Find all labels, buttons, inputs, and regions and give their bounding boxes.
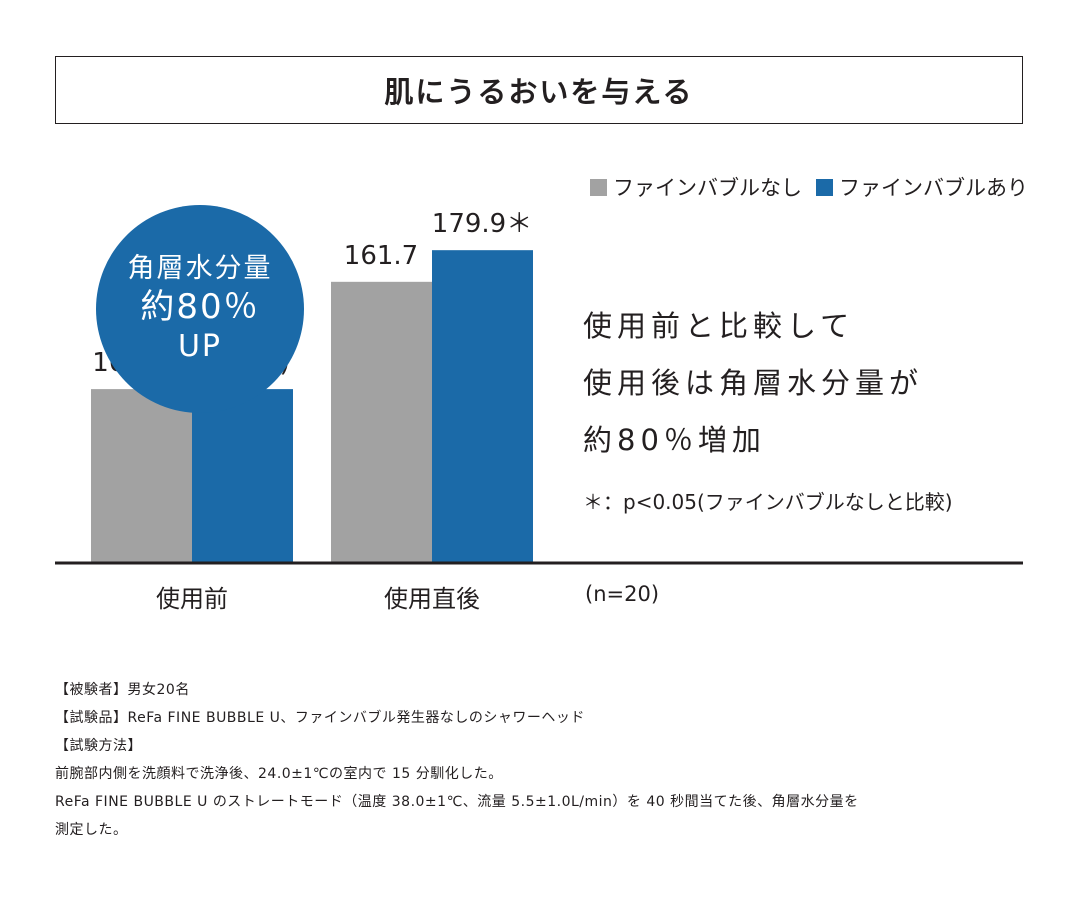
bar-1-0 <box>331 281 432 563</box>
note-line: ReFa FINE BUBBLE U のストレートモード（温度 38.0±1℃、… <box>55 794 859 810</box>
category-label: 使用直後 <box>384 585 480 613</box>
data-label: 179.9＊ <box>432 209 532 239</box>
summary-line: 使用前と比較して <box>583 309 855 343</box>
summary-line: 使用後は角層水分量が <box>583 366 924 400</box>
result-badge: 角層水分量 約80％ UP <box>96 205 304 413</box>
legend-item-with: ファインバブルあり <box>816 172 1028 202</box>
chart-title: 肌にうるおいを与える <box>55 56 1023 124</box>
legend-label-with: ファインバブルあり <box>839 176 1028 200</box>
bar-1-1 <box>432 250 533 563</box>
data-label: 161.7 <box>344 241 418 271</box>
badge-line2: 約80％ <box>140 286 260 327</box>
note-line: 測定した。 <box>55 822 128 838</box>
significance-note: ＊：p<0.05(ファインバブルなしと比較) <box>583 490 953 514</box>
legend-item-without: ファインバブルなし <box>590 172 802 202</box>
sample-size: (n=20) <box>585 582 660 606</box>
note-line: 【試験品】ReFa FINE BUBBLE U、ファインバブル発生器なしのシャワ… <box>55 710 585 726</box>
test-notes: 【被験者】男女20名 【試験品】ReFa FINE BUBBLE U、ファインバ… <box>55 676 859 844</box>
legend-swatch-blue <box>816 178 833 196</box>
bar-0-0 <box>91 389 192 563</box>
legend: ファインバブルなし ファインバブルあり <box>576 172 1028 202</box>
note-line: 【被験者】男女20名 <box>55 682 190 698</box>
bar-0-1 <box>192 389 293 563</box>
note-line: 前腕部内側を洗顔料で洗浄後、24.0±1℃の室内で 15 分馴化した。 <box>55 766 503 782</box>
badge-line1: 角層水分量 <box>127 253 273 285</box>
badge-line3: UP <box>177 329 223 365</box>
summary-line: 約80％増加 <box>583 423 766 457</box>
legend-label-without: ファインバブルなし <box>613 176 802 200</box>
legend-swatch-gray <box>590 178 607 196</box>
note-line: 【試験方法】 <box>55 738 142 754</box>
category-label: 使用前 <box>156 585 228 613</box>
summary-text: 使用前と比較して 使用後は角層水分量が 約80％増加 <box>583 298 923 469</box>
